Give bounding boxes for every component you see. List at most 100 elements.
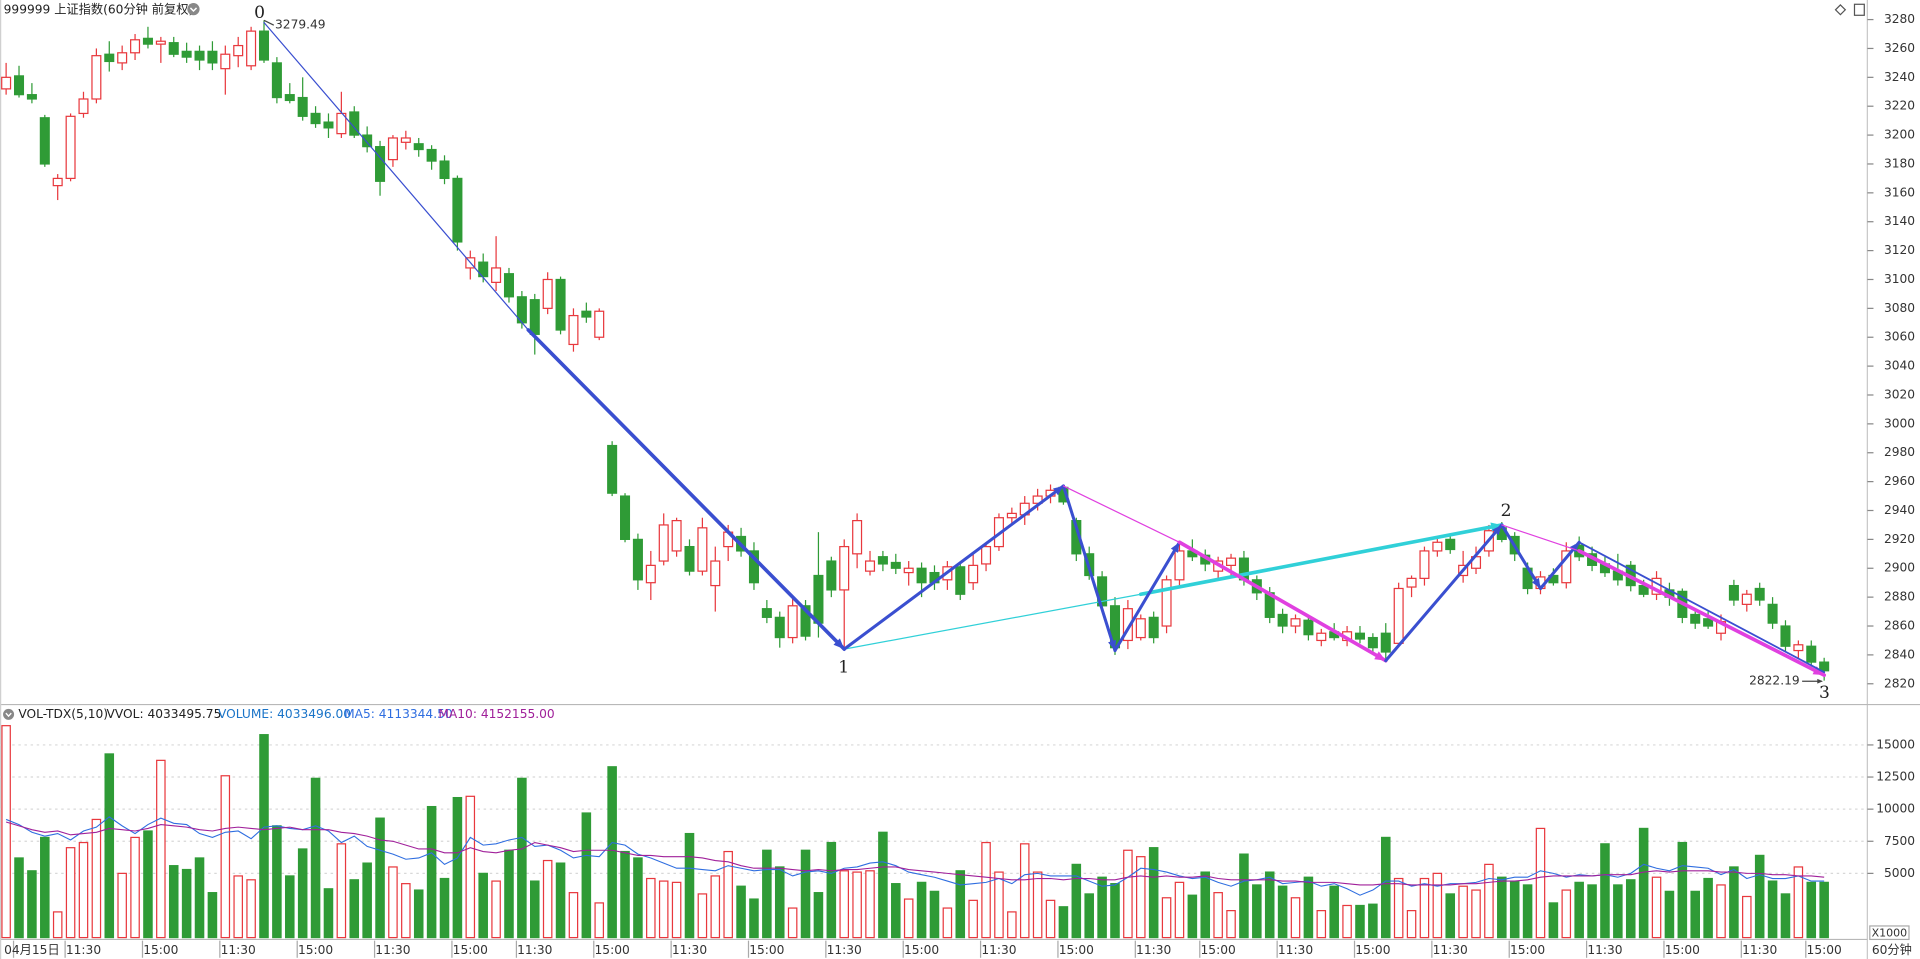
candle-body: [864, 560, 876, 572]
window-icon[interactable]: [1853, 3, 1865, 16]
title-dropdown[interactable]: [187, 3, 200, 16]
volume-bar: [1045, 899, 1056, 939]
volume-bar: [452, 796, 463, 939]
x-tick-label: 15:00: [1807, 943, 1842, 957]
volume-bar: [1767, 880, 1778, 939]
candle-body: [104, 53, 115, 63]
volume-bar: [852, 871, 862, 939]
volume-bar: [259, 734, 269, 939]
volume-bar: [362, 862, 372, 939]
arrow-head: [1170, 542, 1180, 553]
candle-body: [284, 94, 295, 102]
volume-bar: [800, 849, 811, 939]
x-tick-label: 04月15日: [4, 943, 60, 957]
indicator-title: VOL-TDX(5,10): [18, 707, 108, 721]
legend-entry: VOLUME: 4033496.00: [218, 707, 351, 721]
candle-body: [839, 545, 850, 591]
volume-bar: [156, 759, 166, 939]
candle-body: [671, 519, 682, 552]
volume-bar: [1509, 880, 1520, 939]
volume-bar: [1625, 879, 1636, 939]
volume-bar: [1329, 885, 1339, 939]
volume-panel: [0, 725, 1868, 939]
candle-body: [594, 310, 605, 338]
candle-body: [362, 134, 373, 148]
trend-line: [1138, 523, 1504, 597]
volume-bar: [1239, 853, 1249, 939]
candle-body: [645, 564, 656, 584]
candle-body: [916, 567, 927, 584]
candle-body: [310, 112, 321, 125]
volume-bar: [903, 898, 914, 939]
volume-bar: [1793, 866, 1804, 939]
candle-body: [684, 545, 695, 572]
candle-body: [1316, 632, 1327, 642]
candle-body: [1135, 618, 1146, 639]
candle-body: [748, 550, 759, 584]
volume-bar: [1497, 876, 1507, 939]
volume-bar: [194, 857, 205, 939]
volume-bar: [568, 892, 579, 939]
candle-body: [787, 605, 798, 639]
volume-bar: [1471, 889, 1481, 939]
volume-bar: [555, 862, 566, 939]
y-tick-label: 3140: [1884, 214, 1915, 228]
candle-body: [1290, 618, 1301, 627]
volume-bar: [1729, 866, 1739, 939]
volume-bar: [1458, 885, 1468, 939]
volume-bar: [826, 841, 837, 939]
y-tick-label: 3280: [1884, 12, 1915, 26]
arrow-head: [1108, 639, 1117, 651]
candle-body: [826, 560, 837, 591]
trend-line: [1501, 524, 1580, 552]
volume-bar: [465, 795, 476, 939]
volume-bar: [1806, 881, 1817, 939]
diamond-icon[interactable]: [1834, 4, 1847, 16]
volume-bar: [1161, 897, 1172, 939]
volume-bar: [633, 857, 643, 939]
candle-body: [1703, 618, 1714, 627]
candle-body: [1122, 608, 1133, 642]
volume-bar: [207, 892, 218, 939]
candle-body: [1174, 550, 1185, 581]
wave-label: 2: [1501, 501, 1512, 521]
volume-bar: [91, 818, 102, 939]
candle-body: [207, 50, 218, 64]
y-tick-label: 2920: [1884, 532, 1915, 546]
volume-bar: [220, 775, 231, 939]
candle-body: [658, 524, 669, 562]
y-tick-label: 3040: [1884, 359, 1915, 373]
volume-bar: [646, 877, 656, 939]
indicator-dropdown[interactable]: [3, 708, 15, 720]
x-tick-label: 15:00: [298, 943, 333, 957]
high-leader: [263, 19, 275, 26]
candle-body: [323, 121, 334, 129]
volume-bar: [1613, 884, 1623, 939]
y-tick-label: 2840: [1884, 647, 1915, 661]
candle-body: [91, 55, 102, 100]
volume-bar: [1677, 841, 1688, 939]
volume-bar: [1110, 883, 1120, 939]
price-panel: 3279.49 2822.19 0 1 2 3: [1, 3, 1830, 703]
candle-body: [1806, 645, 1817, 663]
volume-bar: [1123, 849, 1133, 939]
volume-bar: [968, 899, 978, 939]
x-tick-label: 15:00: [904, 943, 939, 957]
candle-body: [1432, 541, 1443, 552]
candle-body: [439, 160, 450, 180]
volume-bar: [581, 812, 592, 939]
candle-body: [774, 616, 785, 639]
arrow-head: [1812, 666, 1825, 676]
candle-body: [1690, 613, 1701, 624]
volume-bar: [1380, 836, 1391, 939]
volume-bar: [117, 872, 127, 939]
candle-body: [375, 146, 386, 182]
volume-bar: [52, 911, 63, 939]
volume-bar: [607, 766, 617, 939]
volume-bar: [491, 880, 501, 939]
unit-box: [1869, 925, 1910, 941]
candle-body: [246, 30, 257, 67]
arrow-head: [833, 638, 845, 650]
candle-body: [1780, 625, 1791, 647]
